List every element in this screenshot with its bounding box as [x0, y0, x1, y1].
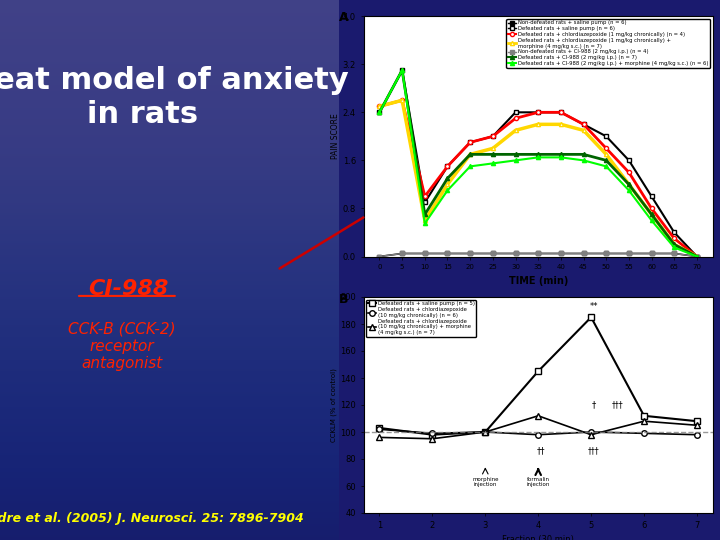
Legend: Non-defeated rats + saline pump (n = 6), Defeated rats + saline pump (n = 6), De: Non-defeated rats + saline pump (n = 6),… [506, 19, 710, 68]
Text: morphine
injection: morphine injection [472, 476, 498, 487]
Y-axis label: CCKLM (% of control): CCKLM (% of control) [330, 368, 337, 442]
Legend: Defeated rats + saline pump (n = 5), Defeated rats + chlordiazepoxide
(10 mg/kg : Defeated rats + saline pump (n = 5), Def… [366, 300, 477, 337]
X-axis label: TIME (min): TIME (min) [508, 276, 568, 286]
Text: Andre et al. (2005) J. Neurosci. 25: 7896-7904: Andre et al. (2005) J. Neurosci. 25: 789… [0, 512, 305, 525]
Text: **: ** [590, 302, 598, 311]
Text: A: A [339, 11, 348, 24]
Text: CI-988: CI-988 [89, 279, 168, 299]
Text: formalin
injection: formalin injection [526, 476, 550, 487]
Text: B: B [339, 293, 348, 306]
Text: CCK-B (CCK-2)
receptor
antagonist: CCK-B (CCK-2) receptor antagonist [68, 321, 176, 371]
X-axis label: Fraction (30 min): Fraction (30 min) [503, 535, 574, 540]
Y-axis label: PAIN SCORE: PAIN SCORE [331, 113, 340, 159]
Text: Defeat model of anxiety
in rats: Defeat model of anxiety in rats [0, 66, 349, 129]
Text: †††: ††† [612, 401, 624, 410]
Text: ††: †† [536, 447, 545, 456]
Text: †††: ††† [588, 447, 600, 456]
Text: †: † [592, 401, 596, 410]
